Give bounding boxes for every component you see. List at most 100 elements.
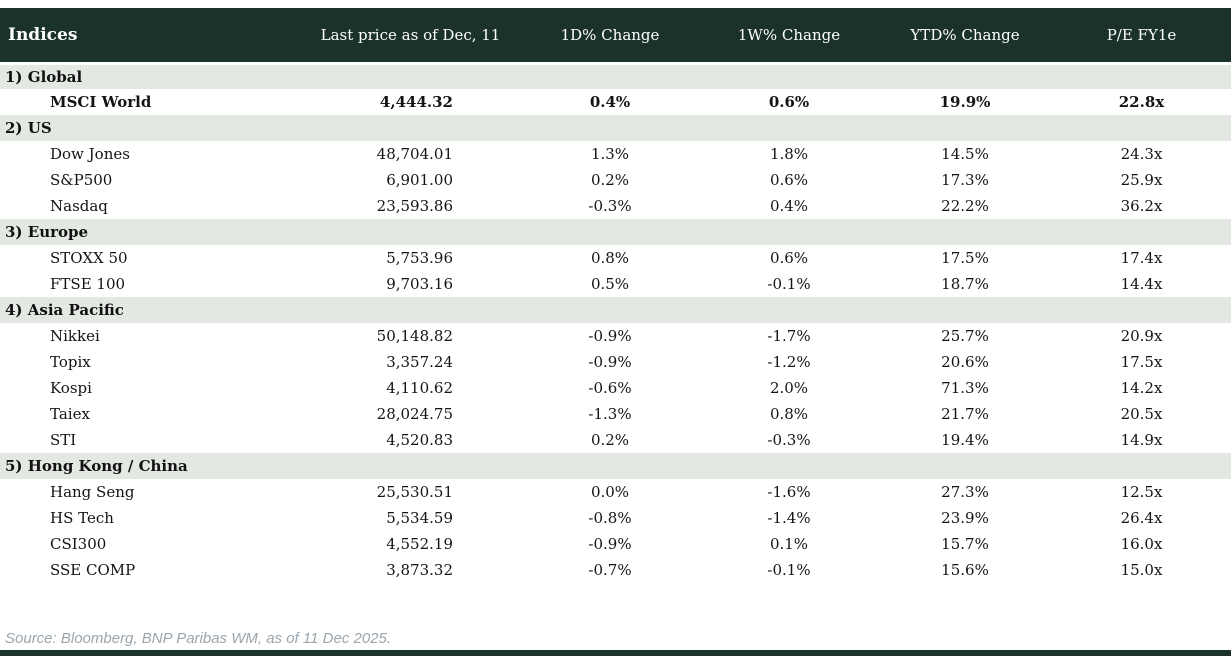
index-name: Hang Seng xyxy=(0,479,301,505)
col-header-pe-fy1e: P/E FY1e xyxy=(1052,8,1231,65)
section-row: 1) Global xyxy=(0,63,1231,89)
change-1d: 0.2% xyxy=(520,427,700,453)
change-ytd: 21.7% xyxy=(878,401,1052,427)
section-label: 2) US xyxy=(0,115,1231,141)
change-1w: 0.6% xyxy=(700,167,878,193)
change-1w: 0.8% xyxy=(700,401,878,427)
table-row: Hang Seng 25,530.51 0.0% -1.6% 27.3% 12.5x xyxy=(0,479,1231,505)
index-name: Topix xyxy=(0,349,301,375)
pe-fy1e: 17.4x xyxy=(1052,245,1231,271)
change-1d: 0.8% xyxy=(520,245,700,271)
change-ytd: 71.3% xyxy=(878,375,1052,401)
index-name: STI xyxy=(0,427,301,453)
table-row: CSI300 4,552.19 -0.9% 0.1% 15.7% 16.0x xyxy=(0,531,1231,557)
change-ytd: 17.3% xyxy=(878,167,1052,193)
col-header-1d-change: 1D% Change xyxy=(520,8,700,65)
pe-fy1e: 36.2x xyxy=(1052,193,1231,219)
last-price: 25,530.51 xyxy=(301,479,520,505)
pe-fy1e: 12.5x xyxy=(1052,479,1231,505)
change-1d: 0.2% xyxy=(520,167,700,193)
change-ytd: 14.5% xyxy=(878,141,1052,167)
change-1d: -0.9% xyxy=(520,349,700,375)
pe-fy1e: 20.9x xyxy=(1052,323,1231,349)
pe-fy1e: 14.4x xyxy=(1052,271,1231,297)
col-header-last-price: Last price as of Dec, 11 xyxy=(301,8,520,65)
table-row: Dow Jones 48,704.01 1.3% 1.8% 14.5% 24.3x xyxy=(0,141,1231,167)
change-1w: -1.6% xyxy=(700,479,878,505)
last-price: 50,148.82 xyxy=(301,323,520,349)
table-body: 1) Global MSCI World 4,444.32 0.4% 0.6% 19.9%… xyxy=(0,63,1231,583)
change-1w: -0.1% xyxy=(700,557,878,583)
change-1d: 0.4% xyxy=(520,89,700,115)
index-name: MSCI World xyxy=(0,89,301,115)
change-1d: -0.8% xyxy=(520,505,700,531)
change-ytd: 20.6% xyxy=(878,349,1052,375)
pe-fy1e: 26.4x xyxy=(1052,505,1231,531)
pe-fy1e: 20.5x xyxy=(1052,401,1231,427)
change-ytd: 23.9% xyxy=(878,505,1052,531)
change-1w: -0.1% xyxy=(700,271,878,297)
change-ytd: 27.3% xyxy=(878,479,1052,505)
pe-fy1e: 14.9x xyxy=(1052,427,1231,453)
last-price: 9,703.16 xyxy=(301,271,520,297)
section-row: 5) Hong Kong / China xyxy=(0,453,1231,479)
pe-fy1e: 22.8x xyxy=(1052,89,1231,115)
section-label: 1) Global xyxy=(0,63,1231,89)
change-1w: -0.3% xyxy=(700,427,878,453)
change-1d: 0.0% xyxy=(520,479,700,505)
change-1w: 1.8% xyxy=(700,141,878,167)
last-price: 3,357.24 xyxy=(301,349,520,375)
change-ytd: 22.2% xyxy=(878,193,1052,219)
index-name: Nikkei xyxy=(0,323,301,349)
last-price: 4,552.19 xyxy=(301,531,520,557)
last-price: 4,444.32 xyxy=(301,89,520,115)
change-1w: -1.4% xyxy=(700,505,878,531)
last-price: 4,110.62 xyxy=(301,375,520,401)
last-price: 5,753.96 xyxy=(301,245,520,271)
change-ytd: 15.6% xyxy=(878,557,1052,583)
table-row: S&P500 6,901.00 0.2% 0.6% 17.3% 25.9x xyxy=(0,167,1231,193)
change-1w: -1.7% xyxy=(700,323,878,349)
bottom-bar xyxy=(0,650,1231,656)
index-name: Dow Jones xyxy=(0,141,301,167)
index-name: Taiex xyxy=(0,401,301,427)
change-1d: 1.3% xyxy=(520,141,700,167)
change-ytd: 17.5% xyxy=(878,245,1052,271)
table-row: Nasdaq 23,593.86 -0.3% 0.4% 22.2% 36.2x xyxy=(0,193,1231,219)
source-note: Source: Bloomberg, BNP Paribas WM, as of… xyxy=(5,630,392,647)
index-name: CSI300 xyxy=(0,531,301,557)
table-row: Nikkei 50,148.82 -0.9% -1.7% 25.7% 20.9x xyxy=(0,323,1231,349)
index-name: Nasdaq xyxy=(0,193,301,219)
change-1w: 0.6% xyxy=(700,245,878,271)
change-1w: 0.4% xyxy=(700,193,878,219)
change-1w: -1.2% xyxy=(700,349,878,375)
change-1d: -1.3% xyxy=(520,401,700,427)
indices-table: Indices Last price as of Dec, 11 1D% Cha… xyxy=(0,8,1231,583)
table-row: STOXX 50 5,753.96 0.8% 0.6% 17.5% 17.4x xyxy=(0,245,1231,271)
pe-fy1e: 16.0x xyxy=(1052,531,1231,557)
change-1w: 0.6% xyxy=(700,89,878,115)
col-header-ytd-change: YTD% Change xyxy=(878,8,1052,65)
last-price: 48,704.01 xyxy=(301,141,520,167)
table-header-row: Indices Last price as of Dec, 11 1D% Cha… xyxy=(0,8,1231,65)
table-row: Kospi 4,110.62 -0.6% 2.0% 71.3% 14.2x xyxy=(0,375,1231,401)
section-row: 3) Europe xyxy=(0,219,1231,245)
change-1d: -0.6% xyxy=(520,375,700,401)
table-row: STI 4,520.83 0.2% -0.3% 19.4% 14.9x xyxy=(0,427,1231,453)
pe-fy1e: 24.3x xyxy=(1052,141,1231,167)
table-row: MSCI World 4,444.32 0.4% 0.6% 19.9% 22.8x xyxy=(0,89,1231,115)
col-header-1w-change: 1W% Change xyxy=(700,8,878,65)
section-label: 5) Hong Kong / China xyxy=(0,453,1231,479)
change-1d: -0.3% xyxy=(520,193,700,219)
change-ytd: 19.9% xyxy=(878,89,1052,115)
change-1w: 2.0% xyxy=(700,375,878,401)
change-ytd: 18.7% xyxy=(878,271,1052,297)
table-row: Topix 3,357.24 -0.9% -1.2% 20.6% 17.5x xyxy=(0,349,1231,375)
col-header-indices: Indices xyxy=(0,8,301,65)
pe-fy1e: 14.2x xyxy=(1052,375,1231,401)
last-price: 6,901.00 xyxy=(301,167,520,193)
last-price: 4,520.83 xyxy=(301,427,520,453)
index-name: S&P500 xyxy=(0,167,301,193)
change-1d: -0.7% xyxy=(520,557,700,583)
